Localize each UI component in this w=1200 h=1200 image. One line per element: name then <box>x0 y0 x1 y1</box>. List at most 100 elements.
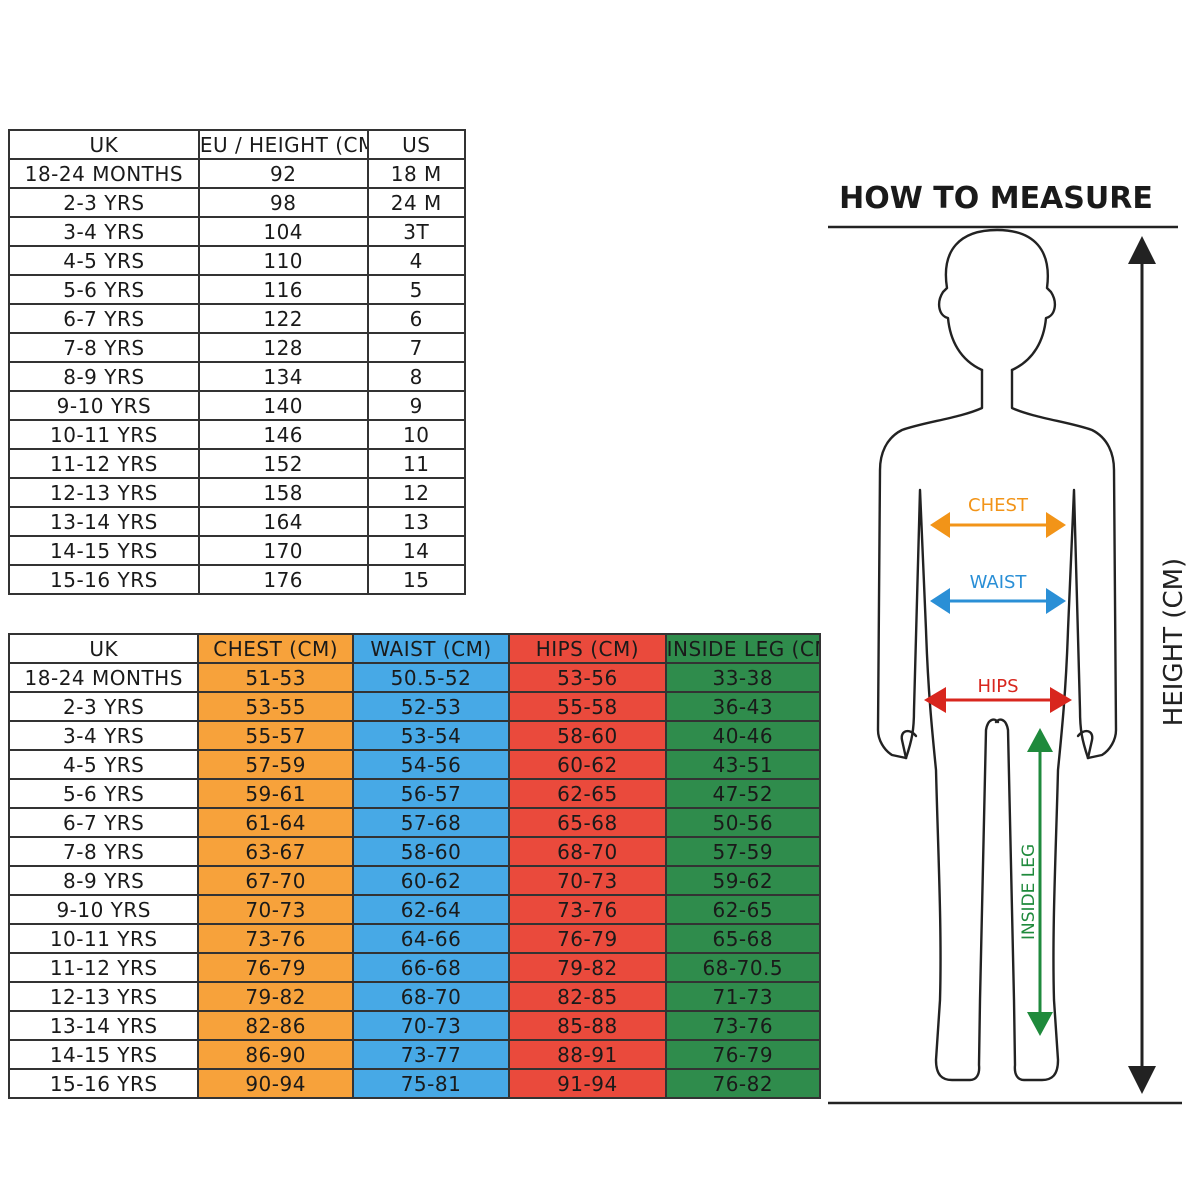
table-row: 8-9 YRS 134 8 <box>8 361 467 392</box>
table-cell: 59-62 <box>664 865 822 896</box>
table-cell: 15 <box>366 564 467 595</box>
table-cell: 60-62 <box>508 749 667 780</box>
table-cell: 110 <box>197 245 369 276</box>
table-cell: 14-15 YRS <box>8 535 200 566</box>
table-cell: 58-60 <box>351 836 511 867</box>
table-cell: 18-24 MONTHS <box>7 662 200 693</box>
table-cell: 55-57 <box>197 720 354 751</box>
table-cell: 73-76 <box>508 894 667 925</box>
table-cell: 85-88 <box>508 1010 667 1041</box>
inside-leg-label: INSIDE LEG <box>1019 844 1039 940</box>
table-row: 13-14 YRS 82-86 70-73 85-88 73-76 <box>7 1010 822 1041</box>
table-cell: 3-4 YRS <box>7 720 200 751</box>
table-row: 6-7 YRS 122 6 <box>8 303 467 334</box>
table-cell: 116 <box>197 274 369 305</box>
inside-leg-arrow-icon <box>1027 728 1053 1036</box>
table-cell: 76-79 <box>508 923 667 954</box>
diagram-title: HOW TO MEASURE <box>839 181 1153 216</box>
table-cell: 9 <box>366 390 467 421</box>
table-row: 9-10 YRS 140 9 <box>8 390 467 421</box>
table-cell: 52-53 <box>351 691 511 722</box>
header-hips: HIPS (CM) <box>508 633 667 664</box>
table-cell: 13-14 YRS <box>7 1010 200 1041</box>
table-cell: 53-54 <box>351 720 511 751</box>
table-cell: 70-73 <box>508 865 667 896</box>
table-cell: 13-14 YRS <box>8 506 200 537</box>
table-cell: 57-59 <box>197 749 354 780</box>
table-cell: 3T <box>366 216 467 247</box>
table-row: 3-4 YRS 104 3T <box>8 216 467 247</box>
table-row: 18-24 MONTHS 51-53 50.5-52 53-56 33-38 <box>7 662 822 693</box>
table-cell: 58-60 <box>508 720 667 751</box>
table-cell: 53-55 <box>197 691 354 722</box>
table-cell: 6-7 YRS <box>7 807 200 838</box>
header-eu-height: EU / HEIGHT (CM) <box>197 129 369 160</box>
header-us: US <box>366 129 467 160</box>
table-cell: 134 <box>197 361 369 392</box>
chest-label: CHEST <box>968 495 1029 516</box>
table-row: 13-14 YRS 164 13 <box>8 506 467 537</box>
table-cell: 66-68 <box>351 952 511 983</box>
table-row: 10-11 YRS 146 10 <box>8 419 467 450</box>
table-cell: 73-76 <box>664 1010 822 1041</box>
table-cell: 65-68 <box>664 923 822 954</box>
table-cell: 5-6 YRS <box>8 274 200 305</box>
table-cell: 12 <box>366 477 467 508</box>
table-cell: 13 <box>366 506 467 537</box>
table-cell: 15-16 YRS <box>8 564 200 595</box>
table-cell: 5-6 YRS <box>7 778 200 809</box>
table-cell: 36-43 <box>664 691 822 722</box>
table-cell: 12-13 YRS <box>8 477 200 508</box>
table-row: 4-5 YRS 57-59 54-56 60-62 43-51 <box>7 749 822 780</box>
table-cell: 104 <box>197 216 369 247</box>
table-cell: 2-3 YRS <box>8 187 200 218</box>
table-cell: 18 M <box>366 158 467 189</box>
table-cell: 68-70 <box>508 836 667 867</box>
table-cell: 7-8 YRS <box>7 836 200 867</box>
table-cell: 14-15 YRS <box>7 1039 200 1070</box>
table-cell: 7-8 YRS <box>8 332 200 363</box>
table-row: 11-12 YRS 152 11 <box>8 448 467 479</box>
table-cell: 2-3 YRS <box>7 691 200 722</box>
table-cell: 57-59 <box>664 836 822 867</box>
table-row: 3-4 YRS 55-57 53-54 58-60 40-46 <box>7 720 822 751</box>
table-row: 10-11 YRS 73-76 64-66 76-79 65-68 <box>7 923 822 954</box>
table-cell: 75-81 <box>351 1068 511 1099</box>
table-header-row: UK EU / HEIGHT (CM) US <box>8 129 467 160</box>
table-cell: 50-56 <box>664 807 822 838</box>
table-cell: 40-46 <box>664 720 822 751</box>
table-cell: 9-10 YRS <box>8 390 200 421</box>
table-cell: 15-16 YRS <box>7 1068 200 1099</box>
table-cell: 71-73 <box>664 981 822 1012</box>
height-arrow-icon <box>1128 236 1156 1094</box>
table-cell: 10 <box>366 419 467 450</box>
how-to-measure-diagram: HOW TO MEASURE CHEST WAIST HIPS INSIDE L… <box>828 181 1189 1105</box>
table-cell: 63-67 <box>197 836 354 867</box>
table-header-row: UK CHEST (CM) WAIST (CM) HIPS (CM) INSID… <box>7 633 822 664</box>
table-cell: 51-53 <box>197 662 354 693</box>
table-cell: 65-68 <box>508 807 667 838</box>
table-row: 14-15 YRS 86-90 73-77 88-91 76-79 <box>7 1039 822 1070</box>
table-row: 7-8 YRS 63-67 58-60 68-70 57-59 <box>7 836 822 867</box>
table-cell: 4-5 YRS <box>7 749 200 780</box>
table-row: 12-13 YRS 79-82 68-70 82-85 71-73 <box>7 981 822 1012</box>
table-cell: 92 <box>197 158 369 189</box>
table-cell: 12-13 YRS <box>7 981 200 1012</box>
table-cell: 18-24 MONTHS <box>8 158 200 189</box>
table-row: 2-3 YRS 53-55 52-53 55-58 36-43 <box>7 691 822 722</box>
table-cell: 5 <box>366 274 467 305</box>
body-measurement-table: UK CHEST (CM) WAIST (CM) HIPS (CM) INSID… <box>7 633 822 1099</box>
table-cell: 11 <box>366 448 467 479</box>
table-row: 12-13 YRS 158 12 <box>8 477 467 508</box>
table-cell: 50.5-52 <box>351 662 511 693</box>
table-cell: 11-12 YRS <box>7 952 200 983</box>
table-row: 6-7 YRS 61-64 57-68 65-68 50-56 <box>7 807 822 838</box>
hips-label: HIPS <box>977 676 1018 697</box>
table-cell: 76-79 <box>197 952 354 983</box>
table-cell: 3-4 YRS <box>8 216 200 247</box>
header-uk: UK <box>7 633 200 664</box>
table-cell: 70-73 <box>351 1010 511 1041</box>
table-cell: 73-77 <box>351 1039 511 1070</box>
table-cell: 122 <box>197 303 369 334</box>
table-cell: 68-70 <box>351 981 511 1012</box>
